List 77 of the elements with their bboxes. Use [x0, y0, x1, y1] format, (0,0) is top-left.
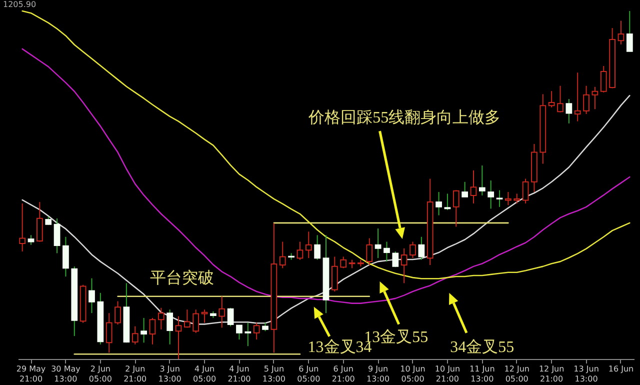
- candlestick: [36, 202, 43, 242]
- x-tick-label: 9 Jun 13:00: [366, 364, 390, 384]
- candlestick: [470, 170, 477, 204]
- candlestick: [132, 326, 138, 345]
- candlestick: [496, 190, 503, 208]
- candlestick: [149, 317, 156, 345]
- candlestick: [583, 85, 590, 115]
- candlestick: [400, 248, 408, 284]
- x-tick-label: 10 Jun 21:00: [434, 364, 460, 384]
- candlestick: [410, 241, 416, 259]
- candlestick: [184, 309, 190, 328]
- candlestick: [452, 190, 460, 228]
- candlestick: [140, 317, 147, 344]
- candlestick: [227, 307, 234, 327]
- candlestick: [444, 193, 451, 211]
- x-tick-label: 16 Jun: [608, 364, 634, 374]
- candlestick: [626, 10, 633, 52]
- candlestick: [305, 231, 312, 259]
- x-tick-label: 2 Jun 05:00: [88, 364, 112, 384]
- candlestick: [557, 85, 564, 113]
- candlestick: [514, 193, 520, 204]
- x-tick-label: 12 Jun 21:00: [538, 364, 564, 384]
- candlestick: [201, 309, 208, 324]
- x-tick-label: 10 Jun 05:00: [400, 364, 426, 384]
- candlestick: [166, 309, 174, 345]
- candlestick: [392, 250, 399, 268]
- x-tick-label: 11 Jun 13:00: [470, 364, 495, 384]
- candlestick: [366, 238, 373, 266]
- candlestick: [600, 65, 607, 93]
- candlestick: [505, 191, 512, 206]
- candlestick: [374, 228, 382, 259]
- x-tick-label: 30 May 13:00: [51, 364, 81, 384]
- candlestick: [384, 241, 390, 262]
- candlestick: [574, 72, 581, 122]
- x-tick-label: 2 Jun 21:00: [124, 364, 147, 384]
- text: 1205.90: [3, 0, 36, 10]
- candlestick: [28, 234, 34, 246]
- candlestick: [19, 202, 26, 252]
- candlestick: [88, 278, 95, 314]
- x-tick-label: 4 Jun 05:00: [193, 364, 216, 384]
- candlestick: [253, 322, 260, 340]
- x-tick-label: 3 Jun 13:00: [158, 364, 182, 384]
- candlestick: [106, 312, 112, 354]
- candlestick: [566, 98, 572, 124]
- candlestick: [592, 86, 598, 110]
- candlestick: [618, 20, 624, 45]
- candlestick: [314, 234, 321, 260]
- candlestick: [158, 307, 164, 330]
- candlestick: [418, 236, 425, 260]
- candlestick: [218, 296, 226, 328]
- candlestick: [462, 181, 468, 198]
- x-tick-label: 6 Jun 05:00: [297, 364, 320, 384]
- x-tick-label: 6 Jun 21:00: [332, 364, 355, 384]
- candlestick: [54, 218, 60, 254]
- x-tick-label: 29 May 21:00: [16, 364, 46, 384]
- annotation: 平台突破: [150, 268, 214, 287]
- candlestick: [478, 165, 486, 196]
- candlestick: [436, 191, 442, 216]
- candlestick: [331, 256, 338, 292]
- annotation: 价格回踩55线翻身向上做多: [308, 108, 501, 127]
- candlestick: [296, 241, 304, 260]
- candlestick: [488, 180, 494, 210]
- candlestick: [548, 90, 555, 108]
- candlestick: [114, 300, 121, 326]
- x-tick-label: 4 Jun 21:00: [228, 364, 251, 384]
- x-tick-label: 5 Jun 13:00: [262, 364, 286, 384]
- candlestick: [236, 324, 242, 340]
- annotation: 34金叉55: [450, 339, 514, 356]
- x-tick-label: 13 Jun 13:00: [574, 364, 599, 384]
- candlestick: [244, 322, 252, 347]
- candlestick: [192, 309, 200, 334]
- candlestick: [62, 236, 69, 278]
- candlestick: [279, 241, 286, 269]
- candlestick: [175, 316, 182, 360]
- candlestick: [340, 256, 347, 269]
- x-tick-label: 12 Jun 05:00: [504, 364, 530, 384]
- candlestick: [522, 178, 529, 204]
